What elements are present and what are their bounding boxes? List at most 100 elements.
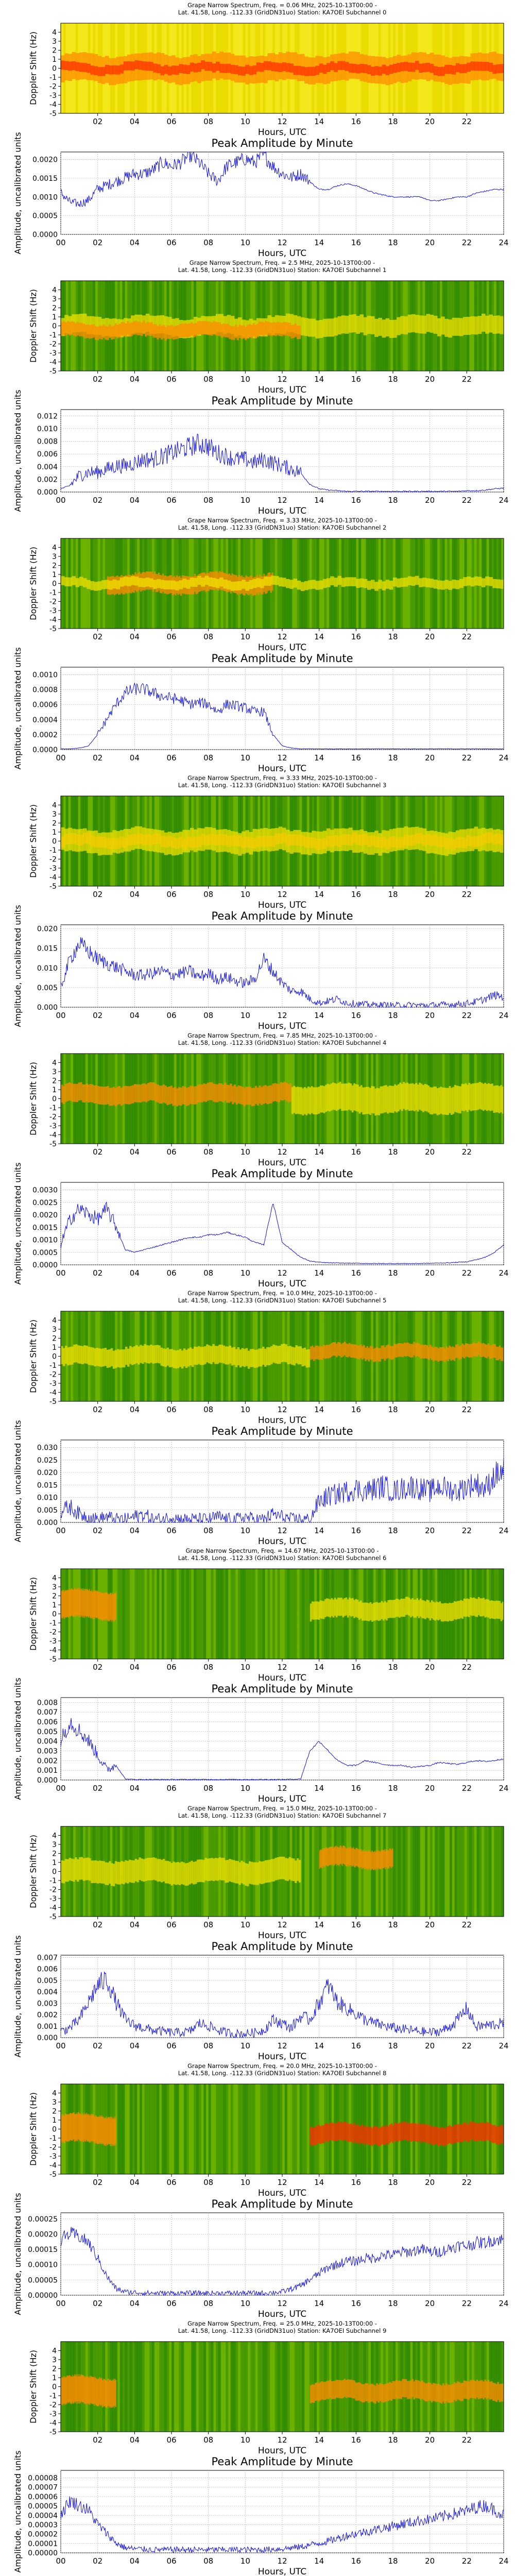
spectrogram-band-cell <box>476 2123 478 2142</box>
spectrogram-band-cell <box>426 2124 428 2143</box>
spectrogram-column <box>248 2084 251 2174</box>
spectrogram-band-cell <box>485 828 489 852</box>
spectrogram-band-cell <box>143 1083 146 1101</box>
spectrogram-band-cell <box>471 2121 473 2140</box>
spectrogram-xtick-label: 04 <box>130 375 140 384</box>
spectrogram-band-cell <box>107 1086 109 1104</box>
spectrogram-band-cell <box>483 1343 485 1357</box>
spectrogram-xtick-label: 20 <box>425 117 435 126</box>
spectrogram-band-cell <box>356 1848 357 1866</box>
spectrogram-subtitle-0: Lat. 41.58, Long. -112.33 (GridDN31uo) S… <box>178 9 387 16</box>
spectrogram-band-cell <box>191 1348 194 1367</box>
spectrogram-column <box>186 1569 190 1659</box>
spectrogram-band-cell <box>200 1859 203 1883</box>
spectrogram-band-cell <box>216 1858 219 1881</box>
spectrogram-band-cell <box>408 1083 410 1111</box>
spectrogram-band-cell <box>243 325 245 338</box>
amplitude-xtick-label: 12 <box>277 1784 287 1793</box>
spectrogram-band-cell <box>482 62 486 71</box>
spectrogram-column <box>117 2084 121 2174</box>
spectrogram-band-cell <box>164 580 168 590</box>
spectrogram-column <box>324 1826 327 1917</box>
spectrogram-column <box>484 1826 487 1917</box>
spectrogram-band-cell <box>94 2116 95 2144</box>
spectrogram-band-cell <box>375 1852 376 1871</box>
spectrogram-band-cell <box>134 60 139 70</box>
spectrogram-band-cell <box>416 1598 419 1616</box>
spectrogram-band-cell <box>230 1083 232 1102</box>
spectrogram-column <box>267 2084 270 2174</box>
spectrogram-band-cell <box>332 1342 335 1356</box>
spectrogram-band-cell <box>81 1589 82 1617</box>
amplitude-title-3: Peak Amplitude by Minute <box>212 910 353 922</box>
spectrogram-band-cell <box>226 1084 229 1103</box>
spectrogram-band-cell <box>482 313 486 332</box>
spectrogram-band-cell <box>135 1345 138 1363</box>
spectrogram-band-cell <box>437 832 441 855</box>
spectrogram-band-cell <box>93 1860 95 1883</box>
spectrogram-band-cell <box>327 578 331 587</box>
spectrogram-band-cell <box>489 314 493 333</box>
spectrogram-ytick-label: 1 <box>52 1601 57 1609</box>
spectrogram-band-cell <box>142 61 146 71</box>
spectrogram-column <box>119 2342 123 2432</box>
spectrogram-band-cell <box>80 1082 82 1100</box>
spectrogram-band-cell <box>88 2376 89 2404</box>
spectrogram-band-cell <box>62 2114 63 2141</box>
spectrogram-band-cell <box>103 1593 104 1621</box>
spectrogram-band-cell <box>160 580 165 589</box>
spectrogram-band-cell <box>368 2384 370 2403</box>
spectrogram-band-cell <box>96 1861 99 1884</box>
spectrogram-band-cell <box>402 2121 404 2140</box>
spectrogram-column <box>169 2084 172 2174</box>
spectrogram-band-cell <box>433 1087 435 1114</box>
spectrogram-band-cell <box>381 1850 382 1868</box>
amplitude-title-4: Peak Amplitude by Minute <box>212 1167 353 1180</box>
amplitude-ylabel: Amplitude, uncalibrated units <box>13 132 23 254</box>
spectrogram-band-cell <box>305 1349 308 1368</box>
spectrogram-band-cell <box>356 64 360 74</box>
spectrogram-band-cell <box>110 1348 113 1366</box>
spectrogram-band-cell <box>146 321 149 335</box>
spectrogram-band-cell <box>187 1348 190 1367</box>
spectrogram-ytick-label: -4 <box>49 616 57 624</box>
spectrogram-band-cell <box>447 1603 449 1622</box>
spectrogram-column <box>125 2084 128 2174</box>
spectrogram-band-cell <box>90 2376 91 2403</box>
spectrogram-band-cell <box>329 1847 330 1866</box>
spectrogram-xlabel: Hours, UTC <box>258 1930 306 1941</box>
spectrogram-band-cell <box>344 2379 346 2397</box>
spectrogram-band-cell <box>66 1590 67 1618</box>
spectrogram-band-cell <box>318 1346 320 1360</box>
amplitude-xtick-label: 20 <box>425 2299 435 2308</box>
spectrogram-band-cell <box>157 829 161 853</box>
spectrogram-band-cell <box>107 1862 109 1886</box>
spectrogram-band-cell <box>463 64 467 73</box>
spectrogram-column <box>151 2084 155 2174</box>
spectrogram-band-cell <box>172 1088 175 1106</box>
spectrogram-band-cell <box>359 578 364 588</box>
spectrogram-band-cell <box>345 62 349 71</box>
spectrogram-band-cell <box>362 1851 363 1870</box>
amplitude-xlabel: Hours, UTC <box>258 1794 306 1804</box>
spectrogram-band-cell <box>357 1849 358 1867</box>
spectrogram-band-cell <box>350 1083 352 1111</box>
spectrogram-column <box>134 1569 138 1659</box>
spectrogram-band-cell <box>390 1346 393 1360</box>
spectrogram-band-cell <box>112 1595 113 1622</box>
spectrogram-band-cell <box>356 579 360 588</box>
spectrogram-band-cell <box>289 1346 291 1364</box>
spectrogram-xtick-label: 02 <box>93 632 102 641</box>
spectrogram-column <box>208 2084 212 2174</box>
spectrogram-band-cell <box>149 62 153 71</box>
spectrogram-column <box>161 2084 165 2174</box>
spectrogram-band-cell <box>355 1084 357 1111</box>
amplitude-xtick-label: 00 <box>56 496 65 505</box>
spectrogram-band-cell <box>328 2124 330 2142</box>
amplitude-series-line <box>60 2227 504 2296</box>
spectrogram-band-cell <box>441 66 445 76</box>
spectrogram-band-cell <box>485 315 489 334</box>
spectrogram-column <box>223 1569 226 1659</box>
spectrogram-band-cell <box>397 1343 399 1357</box>
spectrogram-band-cell <box>145 828 150 851</box>
